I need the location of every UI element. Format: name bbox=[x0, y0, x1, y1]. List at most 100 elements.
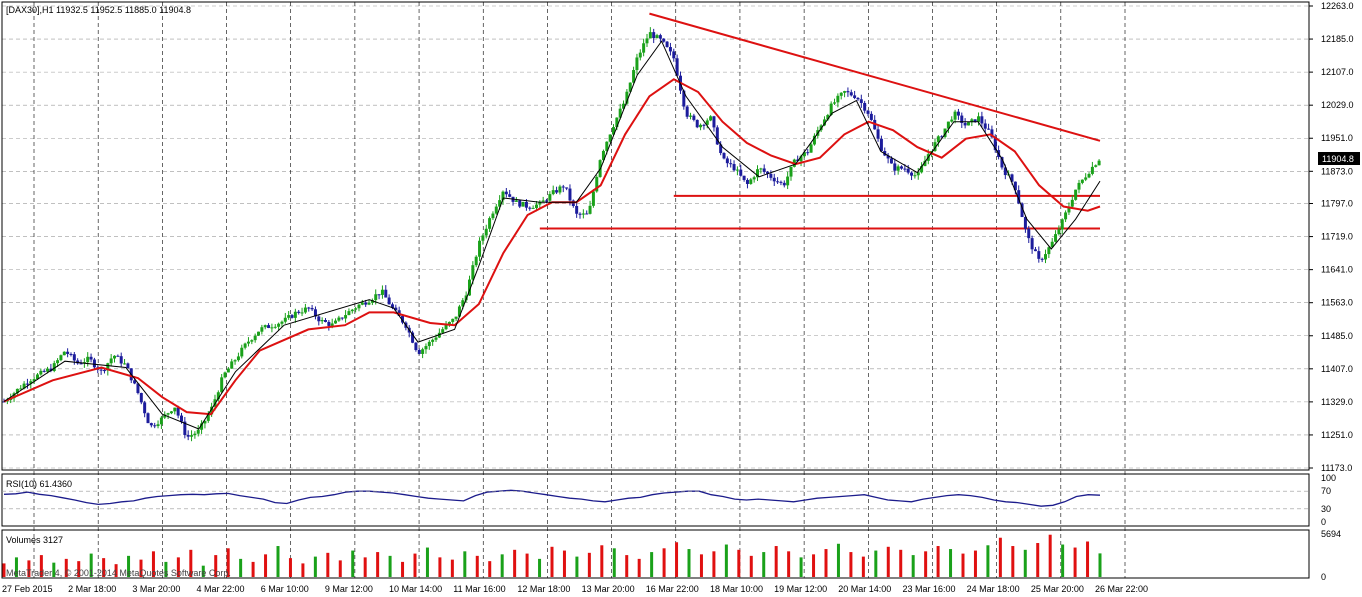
volume-bar bbox=[538, 558, 542, 577]
candle-body bbox=[76, 360, 80, 364]
candle-body bbox=[1000, 157, 1004, 168]
candle-body bbox=[106, 363, 110, 371]
candle-body bbox=[193, 433, 197, 436]
candle-body bbox=[454, 316, 458, 319]
candle-body bbox=[149, 423, 153, 426]
candle-body bbox=[1013, 181, 1017, 191]
x-tick-label: 11 Mar 16:00 bbox=[453, 584, 505, 594]
volume-bar bbox=[824, 549, 828, 577]
rsi-line bbox=[3, 489, 1101, 507]
candle-body bbox=[364, 302, 368, 305]
candle-body bbox=[337, 317, 341, 321]
candle-body bbox=[528, 207, 532, 209]
candle-body bbox=[786, 176, 790, 186]
candle-body bbox=[491, 213, 495, 219]
volume-bar bbox=[973, 550, 977, 577]
volume-bar bbox=[949, 549, 953, 577]
volume-bar bbox=[214, 555, 218, 577]
candle-body bbox=[662, 38, 666, 42]
volume-bar bbox=[712, 551, 716, 577]
candle-body bbox=[427, 341, 431, 347]
candle-body bbox=[417, 350, 421, 354]
candle-body bbox=[571, 200, 575, 206]
candle-body bbox=[303, 307, 307, 313]
candle-body bbox=[206, 414, 210, 421]
volume-bar bbox=[1011, 546, 1015, 577]
volume-bar bbox=[127, 555, 131, 577]
rsi-tick-label: 70 bbox=[1321, 486, 1331, 496]
candle-body bbox=[1010, 174, 1014, 182]
volume-bars bbox=[2, 534, 1102, 577]
volume-bar bbox=[313, 556, 317, 577]
x-tick-label: 4 Mar 22:00 bbox=[197, 584, 245, 594]
candle-body bbox=[494, 206, 498, 214]
candle-body bbox=[1044, 254, 1048, 260]
candle-body bbox=[123, 363, 127, 365]
candle-body bbox=[699, 124, 703, 128]
candle-body bbox=[116, 355, 120, 357]
candle-body bbox=[283, 317, 287, 322]
candle-body bbox=[702, 124, 706, 126]
candle-body bbox=[749, 179, 753, 184]
volume-bar bbox=[998, 537, 1002, 577]
candle-body bbox=[119, 356, 123, 364]
candle-body bbox=[186, 434, 190, 437]
y-tick-label: 11173.0 bbox=[1321, 463, 1352, 473]
volume-bar bbox=[450, 559, 454, 577]
candle-body bbox=[62, 351, 66, 356]
trendlines bbox=[539, 12, 1101, 230]
candle-body bbox=[1054, 234, 1058, 242]
volume-bar bbox=[201, 565, 205, 577]
volume-bar bbox=[226, 548, 230, 577]
rsi-tick-label: 30 bbox=[1321, 504, 1331, 514]
candle-body bbox=[357, 304, 361, 309]
candle-body bbox=[668, 47, 672, 52]
candle-body bbox=[86, 356, 90, 363]
candle-body bbox=[133, 380, 137, 384]
volume-bar bbox=[587, 552, 591, 577]
volume-tick-label: 0 bbox=[1321, 572, 1326, 582]
volume-bar bbox=[699, 554, 703, 577]
candle-body bbox=[183, 421, 187, 435]
candle-body bbox=[414, 342, 418, 351]
volume-bar bbox=[77, 561, 81, 577]
candle-body bbox=[270, 327, 274, 329]
trendline bbox=[649, 12, 1101, 142]
candle-body bbox=[488, 218, 492, 229]
volume-bar bbox=[438, 557, 442, 577]
candle-body bbox=[675, 58, 679, 76]
volume-bar bbox=[14, 557, 18, 577]
candle-body bbox=[732, 164, 736, 171]
candle-body bbox=[682, 90, 686, 107]
candle-body bbox=[236, 356, 240, 361]
candle-body bbox=[762, 168, 766, 172]
candle-body bbox=[334, 320, 338, 324]
candle-body bbox=[200, 423, 204, 430]
candle-body bbox=[658, 35, 662, 39]
volume-bar bbox=[239, 558, 243, 577]
volume-bar bbox=[264, 554, 268, 577]
candle-body bbox=[766, 171, 770, 174]
volume-bar bbox=[1061, 544, 1065, 577]
candle-body bbox=[963, 122, 967, 126]
candle-body bbox=[390, 304, 394, 308]
volume-bar bbox=[2, 563, 6, 577]
y-tick-label: 12185.0 bbox=[1321, 34, 1354, 44]
x-tick-label: 6 Mar 10:00 bbox=[261, 584, 309, 594]
volume-bar bbox=[276, 546, 280, 577]
candle-body bbox=[317, 316, 321, 322]
price-axis: 12263.0 12185.0 12107.0 12029.0 11951.0 11873… bbox=[1309, 1, 1354, 473]
candle-body bbox=[19, 388, 23, 390]
candle-body bbox=[474, 256, 478, 266]
candle-body bbox=[853, 95, 857, 99]
candle-body bbox=[508, 194, 512, 197]
candle-body bbox=[809, 144, 813, 153]
candle-body bbox=[32, 379, 36, 382]
candle-body bbox=[588, 205, 592, 214]
candle-body bbox=[451, 318, 455, 322]
candle-body bbox=[179, 415, 183, 422]
candle-body bbox=[705, 120, 709, 125]
candle-body bbox=[615, 117, 619, 128]
candle-body bbox=[461, 300, 465, 307]
